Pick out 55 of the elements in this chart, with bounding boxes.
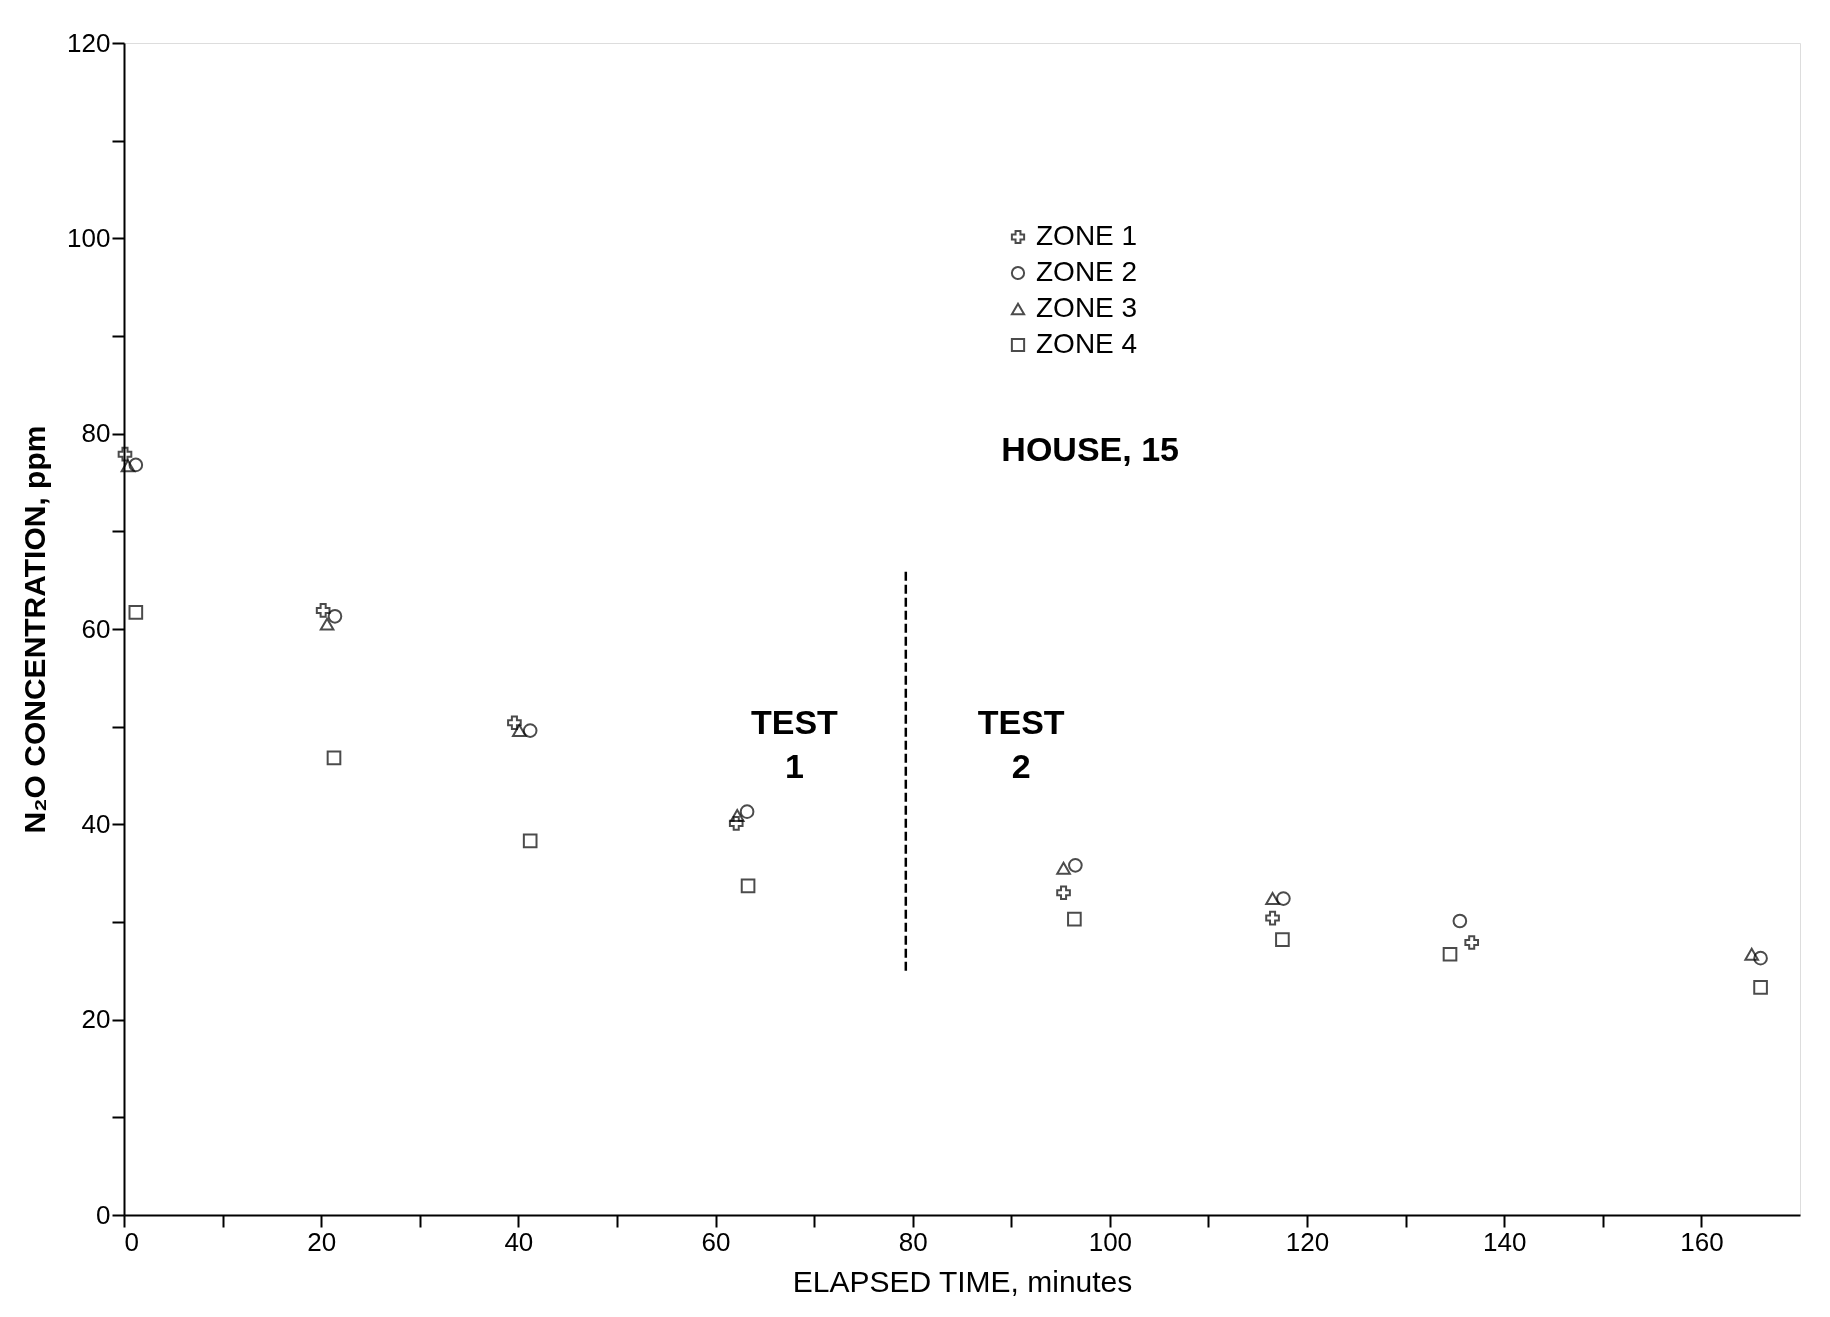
y-tick-label: 80 — [81, 418, 111, 449]
y-tick-label: 40 — [81, 808, 111, 839]
point — [1275, 932, 1290, 947]
point — [315, 603, 331, 618]
y-tick-label: 0 — [96, 1199, 111, 1230]
point — [728, 816, 744, 831]
x-tick-label: 40 — [504, 1226, 534, 1257]
legend-label: ZONE 4 — [1036, 328, 1138, 359]
point — [740, 878, 756, 894]
x-tick-label: 160 — [1680, 1226, 1724, 1257]
point — [1276, 891, 1291, 906]
point — [1753, 980, 1768, 995]
point — [326, 750, 342, 766]
legend-label: ZONE 2 — [1036, 256, 1138, 287]
point — [507, 715, 522, 731]
point — [522, 833, 538, 849]
y-tick-label: 60 — [81, 613, 111, 644]
point — [1442, 946, 1458, 962]
x-tick-label: 0 — [124, 1226, 139, 1257]
point — [327, 608, 343, 624]
point — [1464, 935, 1480, 950]
x-tick-label: 20 — [307, 1226, 337, 1257]
annotation: HOUSE, 15 — [1001, 429, 1179, 468]
annotation: TEST 2 — [977, 703, 1065, 786]
point — [1753, 950, 1768, 966]
point — [117, 446, 133, 462]
point — [128, 457, 144, 473]
point — [1265, 910, 1280, 926]
y-tick-label: 100 — [67, 222, 111, 253]
legend-label: ZONE 1 — [1036, 220, 1138, 251]
x-tick-label: 60 — [701, 1226, 731, 1257]
point — [1067, 911, 1082, 927]
y-tick-label: 120 — [67, 27, 111, 58]
annotation: TEST 1 — [750, 703, 839, 786]
y-tick-label: 20 — [81, 1004, 111, 1035]
point — [512, 724, 527, 738]
point — [1056, 885, 1071, 901]
x-tick-label: 100 — [1088, 1226, 1133, 1257]
point — [1265, 892, 1280, 906]
point — [1068, 858, 1083, 873]
x-tick-label: 140 — [1483, 1226, 1527, 1257]
point — [522, 723, 538, 738]
x-tick-label: 80 — [898, 1226, 928, 1257]
x-tick-label: 120 — [1285, 1226, 1330, 1257]
point — [1744, 947, 1760, 961]
point — [319, 617, 335, 631]
point — [729, 809, 745, 823]
x-axis-title: ELAPSED TIME, minutes — [792, 1264, 1133, 1298]
point — [128, 605, 144, 620]
point — [1452, 913, 1468, 929]
point — [1056, 861, 1071, 875]
point — [739, 804, 755, 819]
legend-label: ZONE 3 — [1036, 292, 1138, 323]
point — [120, 459, 136, 473]
y-axis-title: N₂O CONCENTRATION, ppm — [18, 425, 52, 834]
